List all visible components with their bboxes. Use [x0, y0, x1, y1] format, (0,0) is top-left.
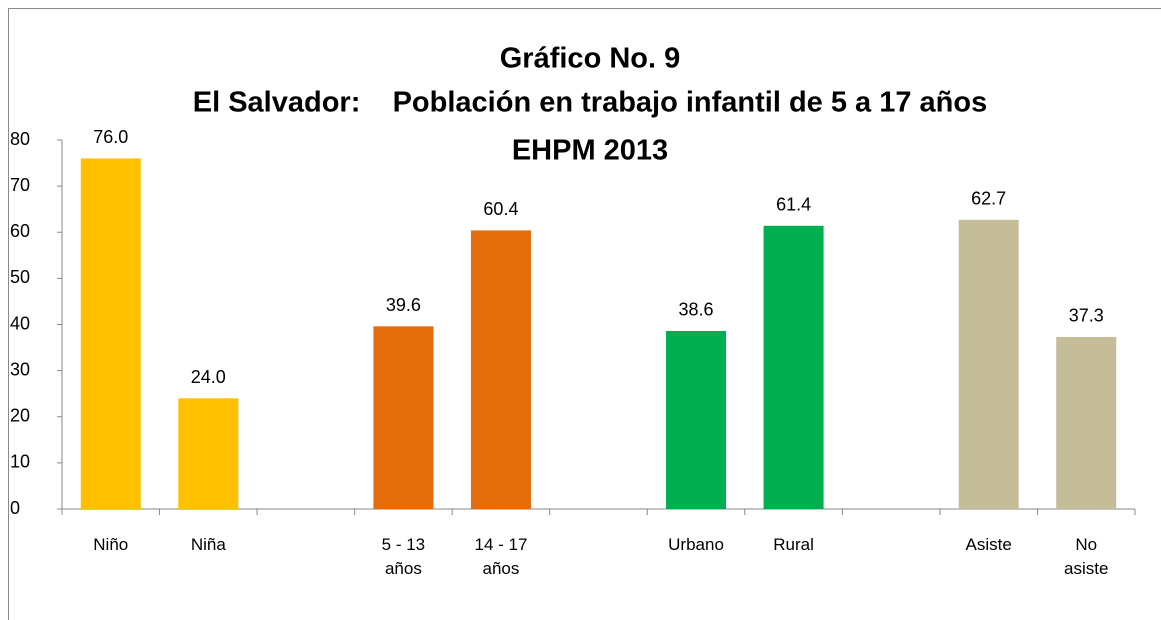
data-label: 62.7 — [971, 189, 1006, 209]
bar — [666, 330, 727, 509]
data-label: 37.3 — [1069, 306, 1104, 326]
y-tick-label: 30 — [10, 359, 30, 379]
x-tick-label: No asiste — [1064, 535, 1109, 578]
chart-title: Gráfico No. 9 — [500, 43, 681, 75]
x-tick-label: Niño — [93, 535, 129, 554]
bar — [373, 326, 434, 509]
x-tick-label: Urbano — [668, 535, 724, 554]
bar — [1056, 336, 1117, 509]
y-tick-label: 10 — [10, 452, 30, 472]
chart-title: El Salvador: Población en trabajo infant… — [193, 87, 987, 119]
data-label: 38.6 — [679, 300, 714, 320]
bar — [763, 225, 824, 510]
y-tick-label: 0 — [10, 498, 20, 518]
x-tick-label: Niña — [190, 535, 226, 554]
bar — [80, 158, 141, 509]
y-tick-label: 80 — [10, 129, 30, 149]
x-tick-label: 5 - 13 años — [381, 535, 426, 578]
data-label: 39.6 — [386, 295, 421, 315]
bar — [178, 398, 239, 509]
bar — [958, 219, 1019, 509]
x-tick-label: Asiste — [965, 535, 1012, 554]
data-label: 60.4 — [483, 199, 518, 219]
data-label: 76.0 — [93, 127, 128, 147]
y-tick-label: 20 — [10, 406, 30, 426]
chart-title: EHPM 2013 — [512, 135, 668, 167]
data-label: 61.4 — [776, 195, 811, 215]
y-tick-label: 60 — [10, 221, 30, 241]
chart-border — [8, 8, 1161, 620]
data-label: 24.0 — [191, 367, 226, 387]
y-tick-label: 40 — [10, 313, 30, 333]
bar — [470, 230, 531, 509]
y-tick-label: 70 — [10, 175, 30, 195]
x-tick-label: 14 - 17 años — [474, 535, 528, 578]
x-tick-label: Rural — [773, 535, 814, 554]
y-tick-label: 50 — [10, 267, 30, 287]
